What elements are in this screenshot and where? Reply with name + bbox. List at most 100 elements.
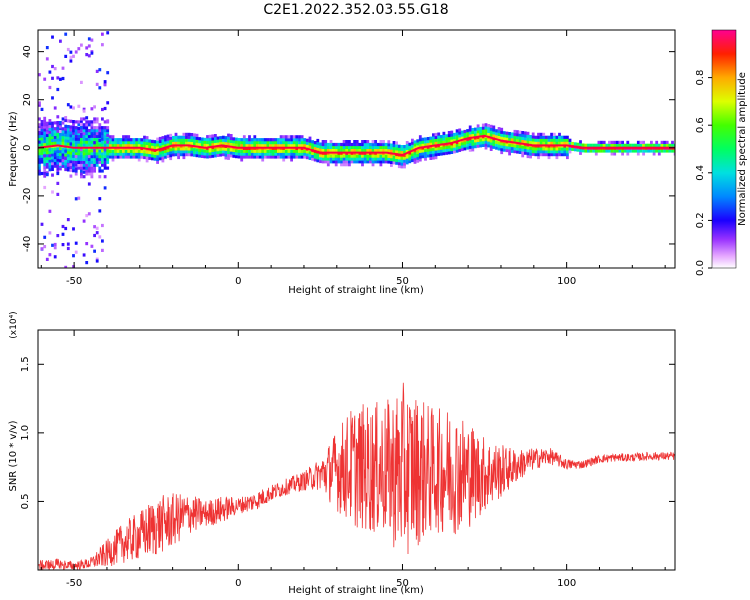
heatmap-cell [51, 35, 54, 39]
heatmap-cell [453, 138, 456, 142]
heatmap-cell [287, 135, 291, 139]
heatmap-cell [287, 152, 291, 156]
heatmap-cell [455, 137, 459, 142]
heatmap-cell [221, 138, 225, 142]
heatmap-cell [665, 140, 669, 144]
heatmap-cell [542, 150, 546, 154]
heatmap-cell [172, 147, 175, 151]
heatmap-cell [53, 152, 57, 156]
heatmap-cell [403, 156, 406, 160]
heatmap-cell [608, 140, 611, 144]
heatmap-cell [51, 124, 54, 128]
heatmap-cell [547, 155, 551, 160]
heatmap-cell [552, 135, 556, 139]
heatmap-cell [397, 144, 401, 148]
heatmap-cell [95, 134, 99, 138]
heatmap-cell [455, 143, 459, 147]
heatmap-cell [358, 142, 362, 147]
heatmap-cell [137, 141, 141, 145]
heatmap-cell [256, 141, 259, 145]
heatmap-cell [439, 135, 443, 139]
heatmap-cell [74, 241, 78, 245]
heatmap-cell [353, 145, 356, 149]
heatmap-cell [82, 152, 86, 156]
heatmap-cell [111, 138, 115, 142]
heatmap-cell [418, 158, 422, 162]
heatmap-cell [474, 130, 477, 134]
heatmap-cell [227, 133, 230, 137]
heatmap-cell [87, 143, 91, 147]
heatmap-cell [66, 148, 70, 152]
heatmap-cell [56, 76, 60, 80]
heatmap-cell [366, 145, 370, 149]
heatmap-cell [224, 139, 228, 143]
heatmap-cell [545, 138, 548, 142]
heatmap-cell [72, 131, 75, 135]
heatmap-cell [505, 137, 509, 141]
heatmap-cell [463, 144, 467, 148]
heatmap-cell [103, 186, 107, 190]
heatmap-cell [481, 138, 485, 142]
heatmap-cell [56, 170, 60, 174]
heatmap-cell [421, 152, 425, 156]
heatmap-cell [405, 149, 409, 153]
heatmap-cell [250, 138, 254, 142]
heatmap-cell [43, 142, 47, 146]
heatmap-cell [161, 150, 165, 154]
heatmap-cell [56, 87, 60, 92]
heatmap-cell [353, 160, 356, 164]
heatmap-cell [77, 163, 81, 167]
heatmap-cell [90, 172, 94, 176]
heatmap-cell [59, 149, 62, 154]
heatmap-cell [48, 162, 52, 166]
heatmap-cell [224, 153, 228, 157]
heatmap-cell [319, 148, 322, 152]
heatmap-cell [51, 156, 54, 160]
heatmap-cell [108, 141, 112, 145]
heatmap-cell [636, 149, 640, 153]
heatmap-cell [426, 142, 430, 146]
heatmap-cell [240, 149, 244, 153]
heatmap-cell [51, 147, 54, 151]
heatmap-cell [510, 149, 514, 153]
heatmap-cell [387, 140, 391, 144]
heatmap-cell [66, 47, 70, 52]
heatmap-cell [271, 143, 275, 148]
colorbar-gradient [712, 30, 736, 268]
heatmap-cell [38, 126, 41, 130]
heatmap-cell [563, 138, 567, 142]
heatmap-cell [172, 141, 175, 145]
heatmap-ytick-label: 40 [22, 45, 33, 58]
heatmap-cell [129, 138, 133, 142]
heatmap-cell [639, 140, 643, 144]
heatmap-cell [660, 143, 664, 147]
heatmap-cell [48, 142, 52, 146]
heatmap-cell [132, 138, 136, 142]
heatmap-cell [258, 143, 262, 148]
heatmap-cell [589, 143, 593, 147]
heatmap-cell [481, 129, 485, 133]
heatmap-cell [524, 140, 527, 144]
heatmap-cell [579, 143, 582, 147]
heatmap-cell [348, 154, 351, 158]
heatmap-cell [219, 153, 222, 157]
heatmap-cell [463, 132, 467, 136]
heatmap-cell [466, 146, 469, 150]
heatmap-cell [69, 128, 73, 132]
heatmap-cell [258, 141, 262, 145]
heatmap-cell [600, 149, 603, 153]
heatmap-cell [382, 157, 385, 161]
heatmap-cell [390, 160, 393, 164]
heatmap-cell [116, 143, 120, 148]
heatmap-cell [166, 154, 170, 158]
heatmap-cell [103, 131, 107, 136]
heatmap-cell [156, 152, 159, 156]
heatmap-cell [106, 152, 110, 156]
heatmap-cell [59, 167, 62, 171]
colorbar-tick-label: 0.8 [695, 70, 706, 86]
heatmap-cell [43, 139, 47, 144]
heatmap-cell [82, 123, 86, 127]
heatmap-cell [66, 133, 70, 137]
heatmap-cell [56, 141, 60, 145]
heatmap-cell [53, 242, 57, 247]
